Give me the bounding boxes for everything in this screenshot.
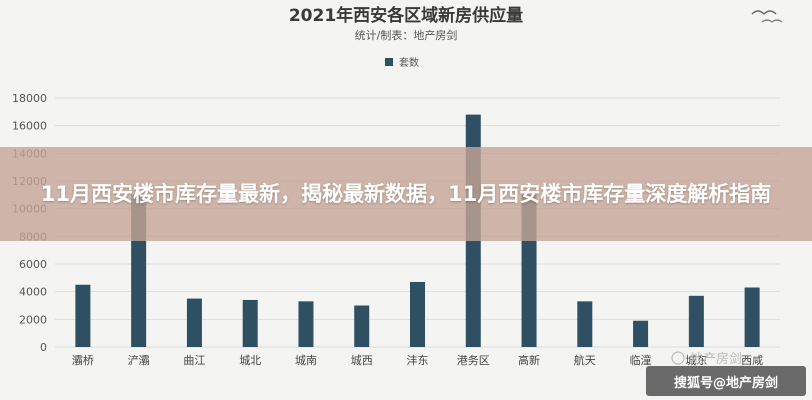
x-tick-label: 港务区 xyxy=(457,354,490,367)
bar xyxy=(354,305,370,347)
watermark: 地产房剑 xyxy=(671,351,742,367)
chart-subtitle: 统计/制表：地产房剑 xyxy=(355,28,458,42)
chart-title: 2021年西安各区域新房供应量 xyxy=(289,5,523,26)
x-tick-label: 城北 xyxy=(239,354,261,367)
bar xyxy=(242,299,258,347)
x-tick-label: 临潼 xyxy=(630,353,652,367)
y-tick-label: 18000 xyxy=(12,92,47,105)
x-tick-label: 城东 xyxy=(685,354,707,367)
source-badge: 搜狐号@地产房剑 xyxy=(646,366,806,396)
bar xyxy=(410,281,425,347)
headline-banner: 11月西安楼市库存量最新，揭秘最新数据，11月西安楼市库存量深度解析指南 xyxy=(0,147,812,241)
legend: 套数 xyxy=(385,56,419,69)
y-tick-label: 16000 xyxy=(12,120,47,133)
bar xyxy=(688,295,704,347)
x-tick-label: 城西 xyxy=(351,354,373,367)
legend-swatch xyxy=(385,58,393,66)
y-tick-label: 2000 xyxy=(19,313,47,326)
x-tick-label: 西咸 xyxy=(741,354,763,367)
x-tick-label: 城南 xyxy=(295,354,317,367)
headline-text: 11月西安楼市库存量最新，揭秘最新数据，11月西安楼市库存量深度解析指南 xyxy=(40,181,772,206)
bar xyxy=(633,320,649,347)
x-tick-label: 灞桥 xyxy=(72,354,94,367)
x-tick-label: 航天 xyxy=(574,353,596,367)
x-tick-label: 浐灞 xyxy=(128,354,150,367)
y-tick-label: 6000 xyxy=(19,258,47,271)
x-tick-label: 曲江 xyxy=(183,354,205,367)
bar xyxy=(744,287,760,347)
legend-label: 套数 xyxy=(399,56,419,69)
watermark-text: 地产房剑 xyxy=(690,351,742,367)
bar xyxy=(186,298,202,347)
x-tick-label: 沣东 xyxy=(407,354,429,367)
y-tick-label: 4000 xyxy=(19,286,47,299)
x-tick-label: 高新 xyxy=(518,353,540,367)
bar xyxy=(298,301,314,347)
bar xyxy=(577,301,593,347)
bird-icon xyxy=(751,10,783,23)
y-tick-label: 0 xyxy=(40,341,47,354)
source-badge-text: 搜狐号@地产房剑 xyxy=(673,375,778,391)
x-axis-ticks: 灞桥 浐灞 曲江 城北 城南 城西 沣东 港务区 高新 航天 临潼 城东 西咸 xyxy=(72,353,763,367)
watermark-icon xyxy=(671,351,685,365)
bar xyxy=(75,284,91,347)
